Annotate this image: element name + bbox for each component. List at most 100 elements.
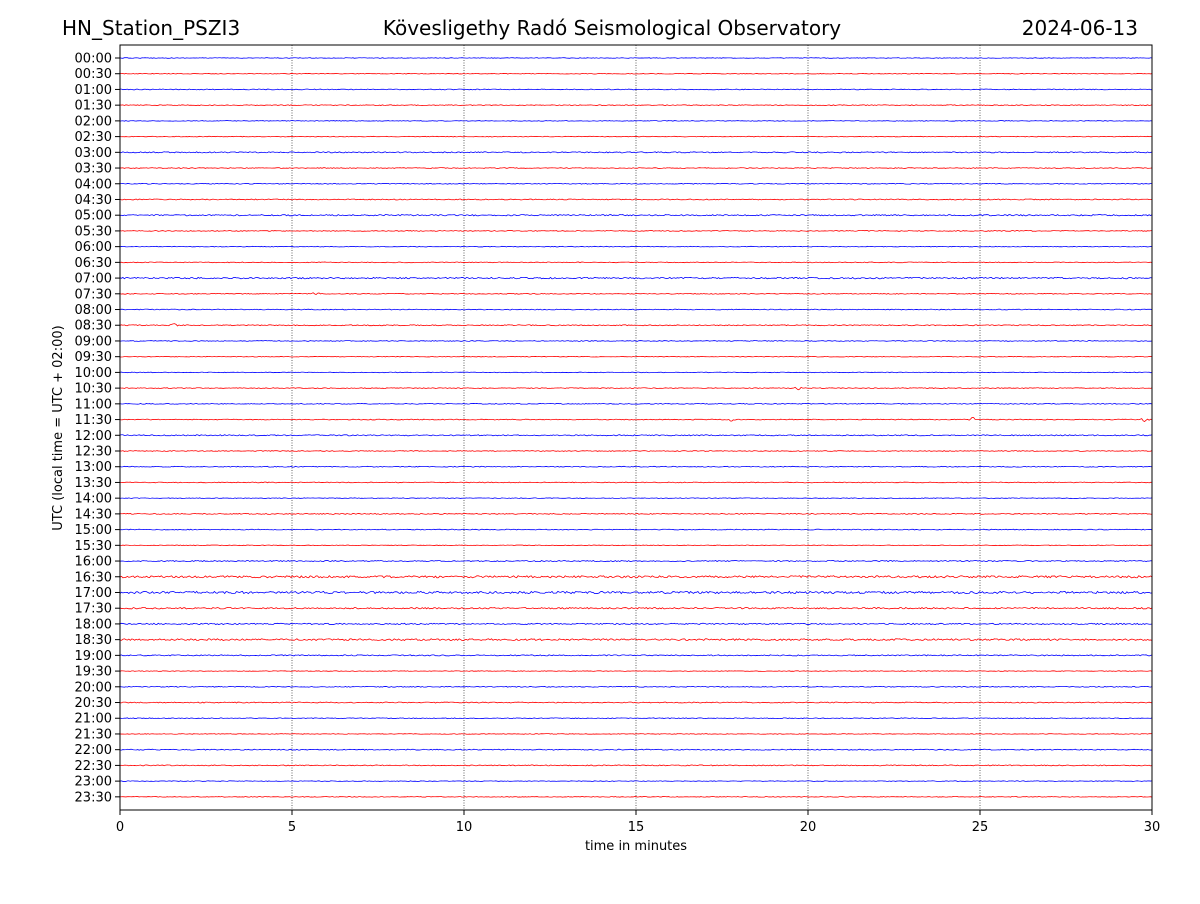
y-tick-label: 15:30: [75, 539, 112, 554]
x-tick-label: 15: [628, 820, 645, 835]
trace-0700: [119, 276, 1153, 280]
trace-2200: [119, 748, 1153, 751]
y-tick-label: 18:00: [75, 617, 112, 632]
y-tick-label: 06:00: [75, 240, 112, 255]
trace-1900: [119, 654, 1153, 657]
trace-0530: [119, 230, 1153, 232]
trace-0400: [119, 182, 1153, 185]
x-tick-label: 25: [972, 820, 989, 835]
trace-0730: [119, 292, 1153, 296]
y-tick-label: 21:30: [75, 727, 112, 742]
y-axis-label: UTC (local time = UTC + 02:00): [51, 325, 66, 530]
y-tick-label: 11:00: [75, 397, 112, 412]
y-tick-label: 02:00: [75, 114, 112, 129]
y-tick-label: 07:00: [75, 272, 112, 287]
trace-0500: [119, 214, 1153, 217]
y-tick-label: 11:30: [75, 413, 112, 428]
trace-1100: [119, 403, 1153, 405]
y-tick-label: 10:30: [75, 382, 112, 397]
trace-2330: [119, 796, 1153, 798]
x-tick-label: 5: [288, 820, 296, 835]
y-tick-label: 03:00: [75, 146, 112, 161]
trace-1700: [119, 590, 1153, 595]
y-tick-label: 02:30: [75, 130, 112, 145]
trace-2300: [119, 780, 1153, 782]
x-tick-label: 20: [800, 820, 817, 835]
trace-0630: [119, 261, 1153, 264]
trace-1030: [119, 386, 1153, 391]
trace-0330: [119, 167, 1153, 169]
x-tick-label: 10: [456, 820, 473, 835]
x-axis: 0 5 10 15 20 25 30: [116, 810, 1160, 835]
trace-1800: [119, 622, 1153, 626]
trace-2230: [119, 764, 1153, 767]
trace-0130: [119, 104, 1153, 107]
y-tick-label: 12:30: [75, 445, 112, 460]
trace-0000: [119, 57, 1153, 59]
y-tick-label: 05:00: [75, 209, 112, 224]
y-tick-label: 17:30: [75, 602, 112, 617]
y-tick-label: 12:00: [75, 429, 112, 444]
trace-1330: [119, 481, 1153, 484]
station-title: HN_Station_PSZI3: [62, 16, 240, 40]
y-tick-label: 18:30: [75, 633, 112, 648]
y-tick-label: 09:30: [75, 350, 112, 365]
chart-title: Kövesligethy Radó Seismological Observat…: [383, 16, 841, 40]
trace-1000: [119, 371, 1153, 374]
grid-lines: [291, 45, 981, 810]
trace-0430: [119, 198, 1153, 201]
y-tick-label: 00:00: [75, 52, 112, 67]
y-tick-label: 08:30: [75, 319, 112, 334]
trace-2000: [119, 685, 1153, 688]
y-tick-label: 22:30: [75, 759, 112, 774]
trace-1430: [119, 512, 1153, 515]
trace-0030: [119, 72, 1153, 75]
y-tick-label: 23:00: [75, 775, 112, 790]
y-tick-label: 06:30: [75, 256, 112, 271]
y-tick-label: 00:30: [75, 67, 112, 82]
y-tick-label: 16:00: [75, 555, 112, 570]
trace-0230: [119, 135, 1153, 138]
y-tick-label: 14:30: [75, 507, 112, 522]
trace-1600: [119, 560, 1153, 563]
trace-0300: [119, 151, 1153, 154]
y-tick-label: 20:00: [75, 680, 112, 695]
y-tick-label: 04:00: [75, 177, 112, 192]
trace-1500: [119, 528, 1153, 531]
y-tick-label: 01:00: [75, 83, 112, 98]
trace-1230: [119, 450, 1153, 452]
y-tick-label: 08:00: [75, 303, 112, 318]
y-tick-label: 21:00: [75, 712, 112, 727]
x-tick-label: 0: [116, 820, 124, 835]
y-axis: 00:0000:3001:0001:3002:0002:3003:0003:30…: [75, 52, 120, 805]
y-tick-label: 04:30: [75, 193, 112, 208]
y-tick-label: 22:00: [75, 743, 112, 758]
y-tick-label: 19:30: [75, 665, 112, 680]
y-tick-label: 05:30: [75, 224, 112, 239]
trace-1400: [119, 497, 1153, 499]
y-tick-label: 17:00: [75, 586, 112, 601]
y-tick-label: 07:30: [75, 287, 112, 302]
y-tick-label: 13:30: [75, 476, 112, 491]
trace-0600: [119, 245, 1153, 248]
y-tick-label: 01:30: [75, 99, 112, 114]
y-tick-label: 14:00: [75, 492, 112, 507]
y-tick-label: 19:00: [75, 649, 112, 664]
traces: [119, 57, 1153, 798]
x-axis-label: time in minutes: [585, 839, 687, 854]
trace-0100: [119, 88, 1153, 91]
trace-1730: [119, 606, 1153, 610]
trace-2100: [119, 717, 1153, 720]
trace-1130: [119, 416, 1153, 422]
trace-1930: [119, 670, 1153, 672]
trace-0900: [119, 340, 1153, 342]
trace-2030: [119, 701, 1153, 704]
trace-1300: [119, 465, 1153, 468]
y-tick-label: 09:00: [75, 334, 112, 349]
trace-2130: [119, 733, 1153, 735]
y-tick-label: 23:30: [75, 790, 112, 805]
date-title: 2024-06-13: [1022, 16, 1138, 40]
trace-1630: [119, 575, 1153, 579]
y-tick-label: 10:00: [75, 366, 112, 381]
